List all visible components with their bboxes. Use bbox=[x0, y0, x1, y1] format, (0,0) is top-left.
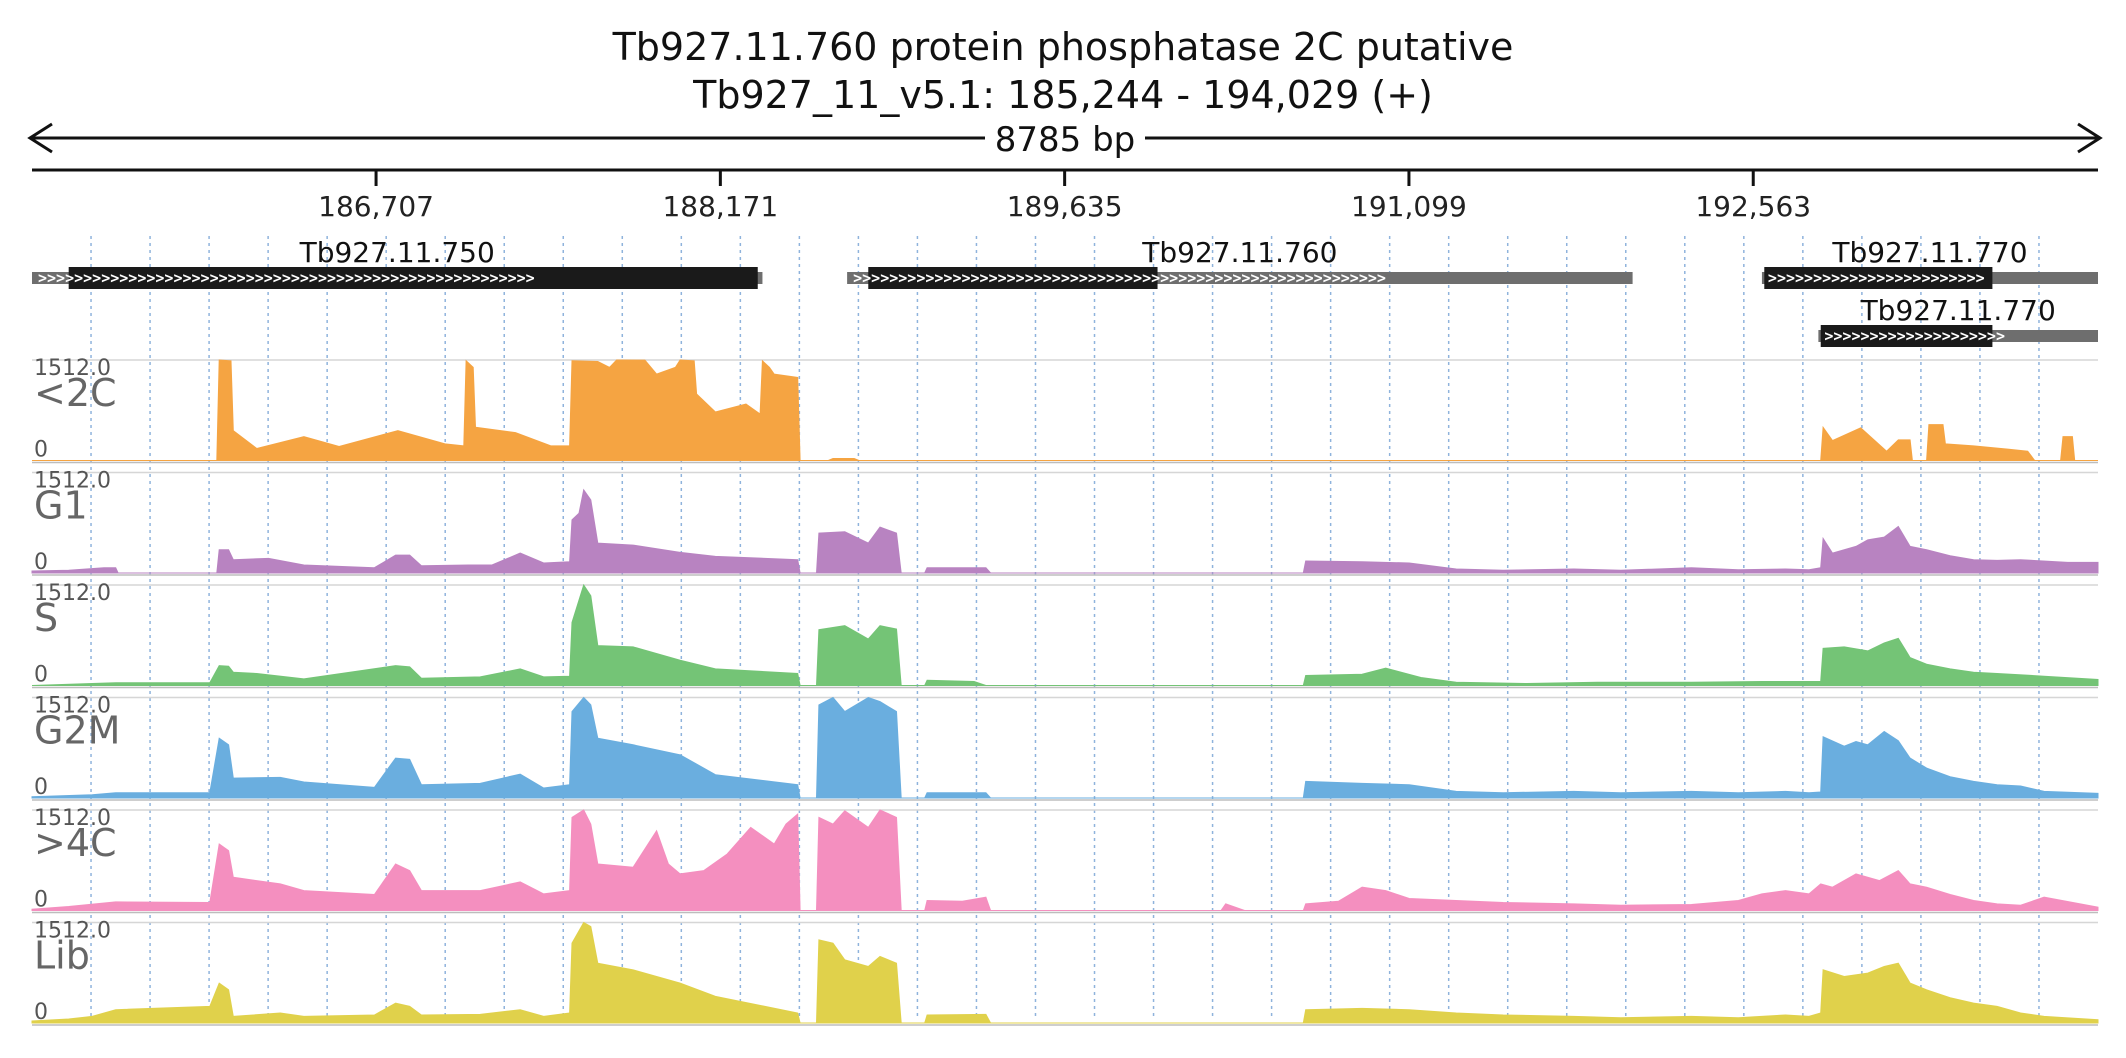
coverage-area bbox=[31, 488, 2099, 574]
track-ymin-label: 0 bbox=[34, 888, 48, 913]
gene-label: Tb927.11.770 bbox=[1860, 294, 2056, 327]
tick-label: 186,707 bbox=[318, 190, 434, 223]
gene-cds bbox=[868, 267, 1158, 289]
tick-label: 189,635 bbox=[1007, 190, 1123, 223]
coverage-area bbox=[31, 921, 2099, 1024]
coverage-tracks: 1512.0<2C01512.0G101512.0S01512.0G2M0151… bbox=[31, 356, 2099, 1026]
track-name: >4C bbox=[34, 821, 117, 865]
tick-label: 192,563 bbox=[1695, 190, 1811, 223]
gene-cds bbox=[1820, 325, 1993, 347]
track-ymax-label: 1512.0 bbox=[34, 806, 111, 831]
coverage-area bbox=[31, 696, 2099, 799]
chart-title: Tb927.11.760 protein phosphatase 2C puta… bbox=[612, 25, 1514, 69]
gene-track: >>>>>>>>>>>>>>>>>>>>>>>>>>>>>>>>>>>>>>>>… bbox=[32, 236, 2098, 347]
track-name: G2M bbox=[34, 709, 120, 753]
strand-chevrons: >>>>>>>>>>>>>>>>>>>>>>>>>>>>>>>>>>>>>>>>… bbox=[38, 269, 535, 287]
track-2: 1512.0S 0 bbox=[31, 581, 2099, 689]
track-ymin-label: 0 bbox=[34, 775, 48, 800]
gene-label: Tb927.11.750 bbox=[299, 236, 495, 269]
track-name: Lib bbox=[34, 934, 90, 978]
gene-label: Tb927.11.760 bbox=[1141, 236, 1337, 269]
track-name: <2C bbox=[34, 371, 117, 415]
gene-label: Tb927.11.770 bbox=[1831, 236, 2027, 269]
coverage-area bbox=[31, 809, 2099, 911]
track-ymin-label: 0 bbox=[34, 1000, 48, 1025]
track-ymax-label: 1512.0 bbox=[34, 356, 111, 381]
strand-chevrons: >>>>>>>>>>>>>>>>>>>>>>>>>>>>>>>>>>>>>>>>… bbox=[853, 269, 1386, 287]
tick-label: 191,099 bbox=[1351, 190, 1467, 223]
chart-subtitle: Tb927_11_v5.1: 185,244 - 194,029 (+) bbox=[692, 73, 1433, 117]
track-ymax-label: 1512.0 bbox=[34, 919, 111, 944]
span-label: 8785 bp bbox=[995, 120, 1136, 160]
track-ymax-label: 1512.0 bbox=[34, 469, 111, 494]
span-arrow-right-icon bbox=[2077, 122, 2103, 154]
span-arrow-left-icon bbox=[27, 122, 53, 154]
track-name: G1 bbox=[34, 484, 88, 528]
tick-label: 188,171 bbox=[662, 190, 778, 223]
track-0: 1512.0<2C 0 bbox=[32, 356, 2098, 464]
gene-cds bbox=[1764, 267, 1993, 289]
track-name: S bbox=[34, 596, 58, 640]
coordinate-ticks: 186,707 188,171 189,635 191,099 192,563 bbox=[318, 170, 1811, 223]
strand-chevrons: >>>>>>>>>>>>>>>>>>>>>>>> bbox=[1768, 269, 1985, 287]
track-ymin-label: 0 bbox=[34, 550, 48, 575]
track-ymin-label: 0 bbox=[34, 438, 48, 463]
track-1: 1512.0G1 0 bbox=[31, 469, 2099, 576]
coverage-area bbox=[31, 583, 2099, 686]
track-ymin-label: 0 bbox=[34, 663, 48, 688]
gene-cds bbox=[68, 267, 758, 289]
track-ymax-label: 1512.0 bbox=[34, 581, 111, 606]
span-ruler: 8785 bp bbox=[27, 120, 2103, 160]
track-4: 1512.0>4C 0 bbox=[31, 806, 2099, 914]
coverage-area bbox=[32, 359, 2098, 461]
track-ymax-label: 1512.0 bbox=[34, 694, 111, 719]
strand-chevrons: >>>>>>>>>>>>>>>>>>>> bbox=[1824, 327, 2005, 345]
